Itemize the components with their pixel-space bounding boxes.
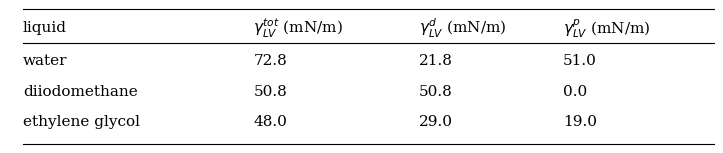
Text: 72.8: 72.8	[254, 54, 287, 69]
Text: 29.0: 29.0	[419, 115, 453, 129]
Text: 50.8: 50.8	[254, 84, 287, 99]
Text: 50.8: 50.8	[419, 84, 453, 99]
Text: $\gamma_{LV}^{d}$ (mN/m): $\gamma_{LV}^{d}$ (mN/m)	[419, 17, 507, 40]
Text: 51.0: 51.0	[563, 54, 597, 69]
Text: 19.0: 19.0	[563, 115, 597, 129]
Text: ethylene glycol: ethylene glycol	[23, 115, 140, 129]
Text: $\gamma_{LV}^{p}$ (mN/m): $\gamma_{LV}^{p}$ (mN/m)	[563, 17, 651, 40]
Text: 48.0: 48.0	[254, 115, 287, 129]
Text: 0.0: 0.0	[563, 84, 587, 99]
Text: liquid: liquid	[23, 21, 67, 35]
Text: 21.8: 21.8	[419, 54, 453, 69]
Text: diiodomethane: diiodomethane	[23, 84, 138, 99]
Text: $\gamma_{LV}^{tot}$ (mN/m): $\gamma_{LV}^{tot}$ (mN/m)	[254, 17, 343, 40]
Text: water: water	[23, 54, 67, 69]
